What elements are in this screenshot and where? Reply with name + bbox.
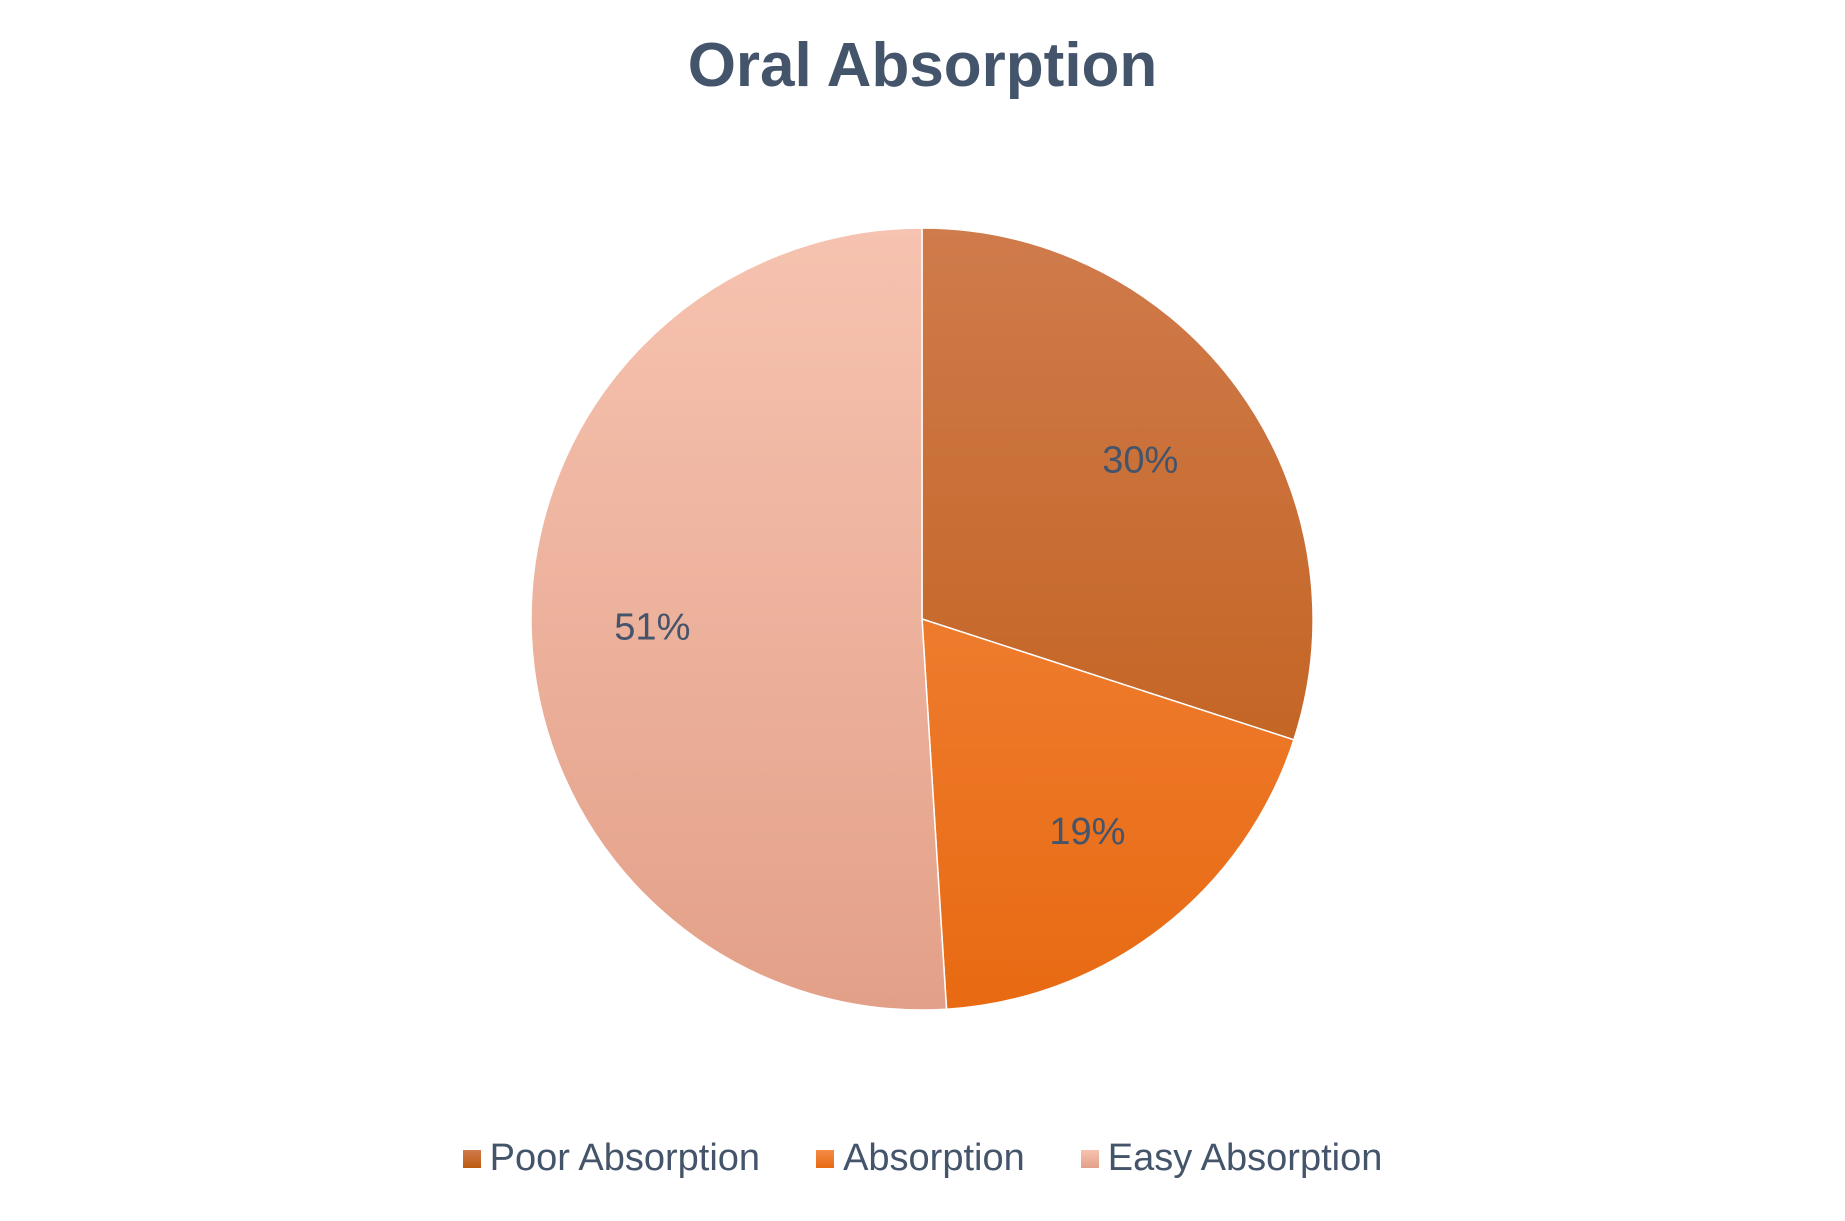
pie-labels: 30% 19% 51% [614,439,1178,853]
pie-slice-absorption [921,617,1295,1011]
legend-item-poor-absorption: Poor Absorption [462,1137,761,1180]
legend-label: Poor Absorption [489,1137,761,1179]
legend-item-absorption: Absorption [816,1137,1025,1180]
pie-slice-easy-absorption [530,227,948,1011]
pie-slice-poor-absorption [921,227,1314,741]
chart-title: Oral Absorption [687,31,1158,100]
data-label-absorption: 19% [1049,811,1125,853]
legend-label: Easy Absorption [1107,1137,1383,1179]
legend-swatch [816,1149,835,1168]
legend: Poor Absorption Absorption Easy Absorption [0,1137,1845,1180]
legend-label: Absorption [843,1137,1025,1179]
pie-slices [530,227,1314,1011]
data-label-poor-absorption: 30% [1102,439,1178,481]
legend-item-easy-absorption: Easy Absorption [1080,1137,1383,1180]
legend-swatch [1080,1149,1099,1168]
legend-swatch [462,1149,481,1168]
data-label-easy-absorption: 51% [614,606,690,648]
